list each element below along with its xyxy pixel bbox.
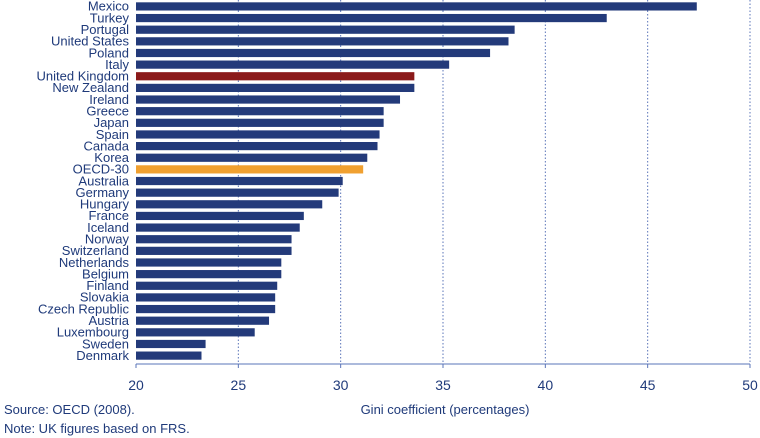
bar-canada (136, 142, 378, 151)
category-label-poland: Poland (89, 45, 129, 60)
category-label-belgium: Belgium (82, 266, 129, 281)
category-label-portugal: Portugal (81, 22, 130, 37)
category-label-czech-republic: Czech Republic (38, 301, 130, 316)
bar-turkey (136, 13, 607, 23)
category-label-spain: Spain (96, 127, 129, 142)
x-tick-label-30: 30 (333, 377, 349, 393)
bar-japan (136, 118, 384, 127)
bar-germany (136, 188, 339, 197)
bar-slovakia (136, 293, 276, 302)
bar-belgium (136, 270, 282, 279)
category-label-japan: Japan (94, 115, 129, 130)
category-label-germany: Germany (76, 185, 130, 200)
category-label-korea: Korea (94, 150, 129, 165)
bar-france (136, 211, 304, 221)
bar-portugal (136, 25, 515, 34)
bar-sweden (136, 339, 206, 349)
category-label-ireland: Ireland (89, 92, 129, 107)
category-label-slovakia: Slovakia (80, 290, 130, 305)
bar-greece (136, 107, 384, 116)
bar-united-states (136, 37, 509, 46)
source-note: Source: OECD (2008). (4, 402, 135, 417)
bar-mexico (136, 2, 697, 11)
bar-united-kingdom (136, 72, 415, 81)
bar-finland (136, 281, 278, 290)
x-axis: 20 25 30 35 40 45 50 (128, 363, 758, 393)
bar-netherlands (136, 258, 282, 267)
category-label-new-zealand: New Zealand (52, 80, 129, 95)
category-label-united-kingdom: United Kingdom (37, 69, 130, 84)
x-tick-label-35: 35 (435, 377, 451, 393)
category-label-mexico: Mexico (88, 0, 129, 14)
category-label-iceland: Iceland (87, 220, 129, 235)
category-label-norway: Norway (85, 232, 130, 247)
category-label-hungary: Hungary (80, 197, 130, 212)
bar-spain (136, 130, 380, 139)
bar-switzerland (136, 246, 292, 255)
category-label-sweden: Sweden (82, 336, 129, 351)
x-tick-label-20: 20 (128, 377, 144, 393)
x-tick-label-50: 50 (742, 377, 758, 393)
category-label-netherlands: Netherlands (59, 255, 130, 270)
category-label-united-states: United States (51, 34, 130, 49)
category-label-denmark: Denmark (76, 348, 129, 363)
bar-australia (136, 176, 343, 186)
category-label-canada: Canada (83, 138, 129, 153)
category-label-austria: Austria (89, 313, 130, 328)
x-tick-label-45: 45 (640, 377, 656, 393)
category-label-switzerland: Switzerland (62, 243, 129, 258)
uk-note: Note: UK figures based on FRS. (4, 421, 190, 436)
category-label-luxembourg: Luxembourg (57, 325, 129, 340)
bar-luxembourg (136, 328, 255, 337)
bar-austria (136, 316, 270, 325)
category-label-oecd-30: OECD-30 (73, 162, 129, 177)
bars (136, 2, 697, 360)
bar-poland (136, 48, 491, 58)
category-label-turkey: Turkey (90, 10, 130, 25)
bar-iceland (136, 223, 300, 232)
bar-ireland (136, 95, 401, 104)
bar-czech-republic (136, 304, 276, 314)
bar-oecd-30 (136, 165, 364, 174)
x-axis-label: Gini coefficient (percentages) (361, 402, 530, 417)
category-label-finland: Finland (86, 278, 129, 293)
bar-new-zealand (136, 83, 415, 92)
x-tick-label-40: 40 (538, 377, 554, 393)
bar-italy (136, 60, 450, 69)
bar-norway (136, 235, 292, 244)
category-label-australia: Australia (78, 173, 129, 188)
category-label-greece: Greece (86, 103, 129, 118)
x-tick-label-25: 25 (231, 377, 247, 393)
bar-korea (136, 153, 368, 162)
category-label-france: France (89, 208, 129, 223)
category-label-italy: Italy (105, 57, 129, 72)
bar-denmark (136, 351, 202, 360)
bar-hungary (136, 200, 323, 209)
